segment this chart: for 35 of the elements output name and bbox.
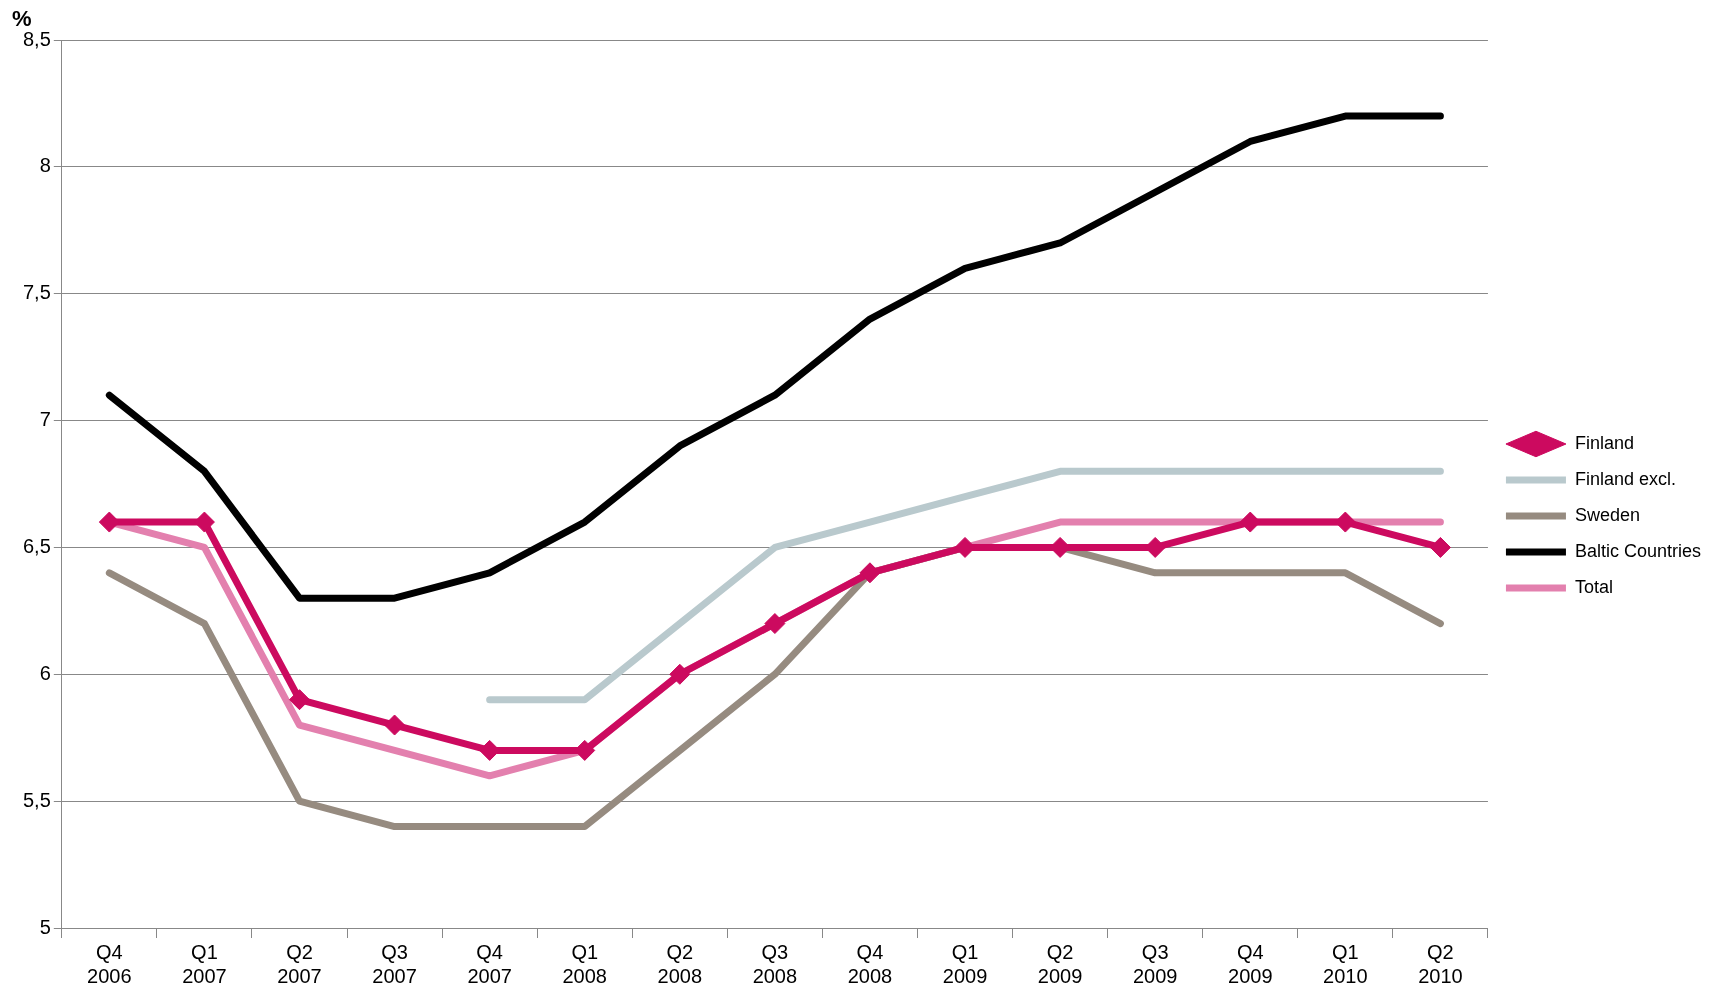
x-tick-label: Q2 2010 bbox=[1418, 940, 1463, 987]
point bbox=[288, 689, 310, 711]
point bbox=[1429, 536, 1451, 558]
x-tick-label: Q1 2008 bbox=[562, 940, 607, 987]
point bbox=[859, 562, 881, 584]
legend-label: Finland excl. bbox=[1574, 468, 1677, 489]
point bbox=[1239, 511, 1261, 533]
y-tick-label: 5 bbox=[39, 915, 51, 938]
x-tick-label: Q3 2007 bbox=[372, 940, 417, 987]
point bbox=[384, 714, 406, 736]
x-tick-label: Q1 2009 bbox=[942, 940, 988, 987]
x-tick-label: Q2 2009 bbox=[1037, 940, 1083, 987]
x-tick-label: Q3 2008 bbox=[752, 940, 798, 987]
y-tick-label: 6 bbox=[39, 661, 51, 684]
y-tick-label: 7,5 bbox=[22, 281, 51, 304]
legend-label: Total bbox=[1574, 576, 1613, 597]
x-tick-label: Q4 2006 bbox=[87, 940, 132, 987]
legend-label: Finland bbox=[1574, 432, 1634, 453]
legend-label: Sweden bbox=[1574, 504, 1641, 525]
x-tick-label: Q1 2007 bbox=[182, 940, 227, 987]
y-tick-label: 8 bbox=[39, 154, 51, 177]
x-tick-label: Q1 2010 bbox=[1323, 940, 1368, 987]
point bbox=[669, 663, 691, 685]
y-tick-label: 5,5 bbox=[22, 788, 51, 811]
x-tick-label: Q3 2009 bbox=[1132, 940, 1178, 987]
legend-label: Baltic Countries bbox=[1574, 540, 1702, 561]
point bbox=[98, 511, 120, 533]
y-tick-label: 7 bbox=[39, 408, 51, 431]
x-tick-label: Q2 2008 bbox=[657, 940, 703, 987]
y-tick-label: 6,5 bbox=[22, 534, 51, 557]
x-tick-label: Q2 2007 bbox=[277, 940, 322, 987]
x-tick-label: Q4 2008 bbox=[847, 940, 893, 987]
x-tick-label: Q4 2009 bbox=[1228, 940, 1273, 987]
x-tick-label: Q4 2007 bbox=[467, 940, 512, 987]
point bbox=[764, 613, 786, 635]
